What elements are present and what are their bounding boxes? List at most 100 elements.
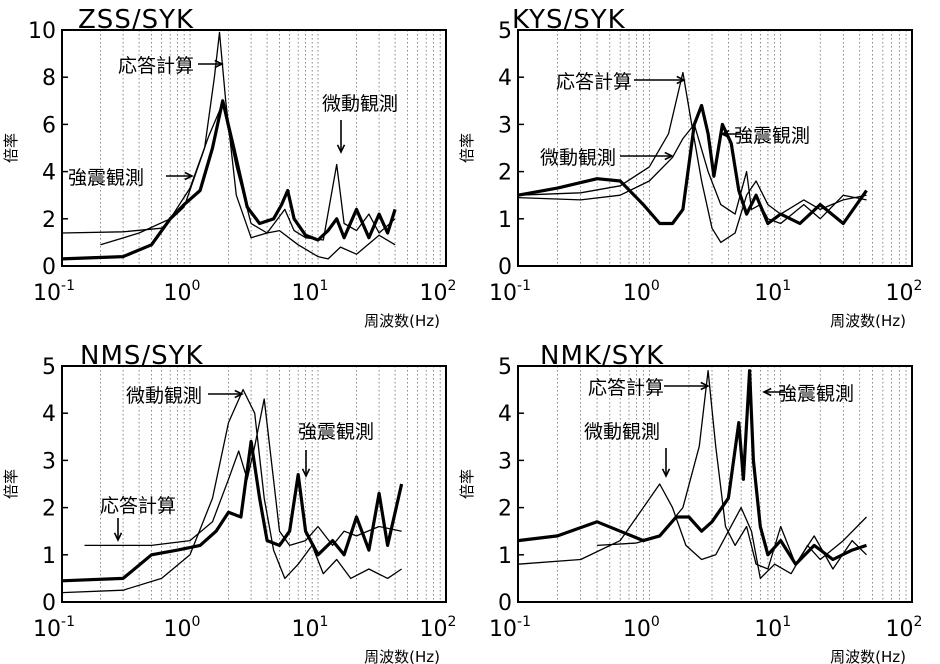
arrow-head-icon xyxy=(336,144,346,154)
annotation-label: 応答計算 xyxy=(556,71,632,93)
arrow-head-icon xyxy=(676,75,686,85)
chart-title: ZSS/SYK xyxy=(78,5,194,35)
y-tick-label: 4 xyxy=(498,402,512,427)
y-tick-label: 1 xyxy=(498,544,512,569)
y-tick-label: 5 xyxy=(498,355,512,380)
annotation-label: 微動観測 xyxy=(322,93,398,115)
series-line-2 xyxy=(517,123,867,225)
arrow-head-icon xyxy=(720,129,730,139)
y-tick-label: 2 xyxy=(42,208,56,233)
y-axis-label: 倍率 xyxy=(458,469,476,499)
y-tick-label: 5 xyxy=(498,19,512,44)
series-line-3 xyxy=(61,99,397,261)
series-line-1 xyxy=(61,31,396,260)
x-tick-label: 100 xyxy=(623,278,660,306)
y-tick-label: 0 xyxy=(498,255,512,280)
x-tick-label: 102 xyxy=(420,614,457,642)
chart-title: KYS/SYK xyxy=(512,5,626,35)
x-axis-label: 周波数(Hz) xyxy=(830,648,906,664)
y-tick-label: 3 xyxy=(42,449,56,474)
x-tick-label: 102 xyxy=(420,278,457,306)
annotation-label: 強震観測 xyxy=(68,167,144,189)
y-tick-label: 1 xyxy=(42,544,56,569)
annotation-label: 微動観測 xyxy=(584,421,660,443)
x-axis-label: 周波数(Hz) xyxy=(364,312,440,330)
y-axis-label: 倍率 xyxy=(2,133,20,163)
axes-frame xyxy=(517,365,913,603)
y-tick-label: 10 xyxy=(28,19,56,44)
series-line-3 xyxy=(61,439,404,583)
series-line-2 xyxy=(100,102,396,246)
gridlines xyxy=(100,366,441,602)
chart-panel-2: 0 1 2 3 4 5 10-1 100 101 102 KYS/SYK 周波数(Hz) 倍率 応答計算微… xyxy=(458,5,922,330)
y-tick-label: 6 xyxy=(42,113,56,138)
chart-panel-1: 0 2 4 6 8 10 10-1 100 101 102 ZSS/SYK 周波数(Hz) 倍率 応答計算… xyxy=(2,5,456,330)
arrow-head-icon xyxy=(113,532,123,542)
x-tick-label: 101 xyxy=(292,614,329,642)
x-axis-label: 周波数(Hz) xyxy=(364,648,440,664)
arrow-head-icon xyxy=(184,171,194,181)
series-line-1 xyxy=(597,370,867,570)
arrow-head-icon xyxy=(214,59,224,69)
gridlines xyxy=(557,30,907,266)
arrow-head-icon xyxy=(700,381,710,391)
x-tick-label: 101 xyxy=(754,278,791,306)
x-tick-label: 100 xyxy=(164,614,201,642)
annotation-label: 応答計算 xyxy=(118,55,194,77)
axes-frame xyxy=(61,365,447,603)
series-line-1 xyxy=(84,398,402,547)
arrow-head-icon xyxy=(234,389,244,399)
series-line-2 xyxy=(61,388,402,594)
y-tick-label: 0 xyxy=(42,591,56,616)
y-tick-label: 2 xyxy=(498,497,512,522)
series-line-2 xyxy=(517,483,867,580)
x-tick-label: 100 xyxy=(164,278,201,306)
chart-title: NMS/SYK xyxy=(80,341,204,371)
annotation-label: 微動観測 xyxy=(540,147,616,169)
arrow-head-icon xyxy=(301,468,311,478)
annotation-label: 微動観測 xyxy=(126,385,202,407)
y-tick-label: 0 xyxy=(498,591,512,616)
y-tick-label: 4 xyxy=(42,402,56,427)
annotation-label: 強震観測 xyxy=(778,383,854,405)
x-tick-label: 10-1 xyxy=(489,278,531,306)
annotation-label: 強震観測 xyxy=(298,421,374,443)
x-tick-label: 10-1 xyxy=(489,614,531,642)
y-tick-label: 4 xyxy=(498,66,512,91)
y-tick-label: 0 xyxy=(42,255,56,280)
annotation-label: 応答計算 xyxy=(588,377,664,399)
y-tick-label: 1 xyxy=(498,208,512,233)
gridlines xyxy=(557,366,907,602)
arrow-head-icon xyxy=(661,468,671,478)
x-tick-label: 102 xyxy=(886,614,923,642)
axes-frame xyxy=(517,29,913,267)
x-axis-label: 周波数(Hz) xyxy=(830,312,906,330)
series-line-3 xyxy=(517,103,868,226)
y-tick-label: 8 xyxy=(42,66,56,91)
y-tick-label: 3 xyxy=(498,113,512,138)
x-tick-label: 101 xyxy=(754,614,791,642)
series-line-1 xyxy=(517,71,867,244)
chart-panel-4: 0 1 2 3 4 5 10-1 100 101 102 NMK/SYK 周波数(Hz) 倍率 応答計算微… xyxy=(458,341,922,664)
y-tick-label: 2 xyxy=(498,161,512,186)
x-tick-label: 10-1 xyxy=(33,614,75,642)
x-tick-label: 10-1 xyxy=(33,278,75,306)
axes-frame xyxy=(61,29,447,267)
chart-title: NMK/SYK xyxy=(540,341,664,371)
y-tick-label: 3 xyxy=(498,449,512,474)
y-axis-label: 倍率 xyxy=(458,133,476,163)
arrow-head-icon xyxy=(664,151,674,161)
y-tick-label: 5 xyxy=(42,355,56,380)
chart-panel-3: 0 1 2 3 4 5 10-1 100 101 102 NMS/SYK 周波数(Hz) 倍率 微動観測強… xyxy=(2,341,456,664)
y-axis-label: 倍率 xyxy=(2,469,20,499)
y-tick-label: 4 xyxy=(42,161,56,186)
annotation-label: 応答計算 xyxy=(100,495,176,517)
x-tick-label: 102 xyxy=(886,278,923,306)
arrow-head-icon xyxy=(762,387,772,397)
x-tick-label: 100 xyxy=(623,614,660,642)
annotation-label: 強震観測 xyxy=(734,125,810,147)
x-tick-label: 101 xyxy=(292,278,329,306)
series-line-3 xyxy=(517,369,867,566)
y-tick-label: 2 xyxy=(42,497,56,522)
